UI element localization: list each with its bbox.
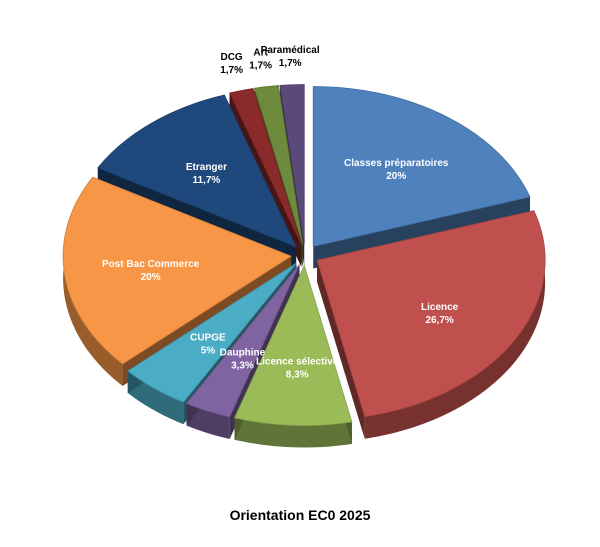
- slice-value-dcg: 1,7%: [220, 65, 243, 76]
- slice-value-paramedical: 1,7%: [279, 58, 302, 69]
- slice-licence: [316, 210, 546, 418]
- slice-name-etranger: Etranger: [186, 162, 227, 173]
- slice-label-post-bac-commerce: Post Bac Commerce 20%: [102, 259, 200, 283]
- slice-label-licence-selective: Licence sélective 8,3%: [256, 357, 339, 381]
- slice-value-post-bac-commerce: 20%: [141, 272, 161, 283]
- slice-dauphine: [185, 264, 300, 418]
- slice-cupge: [127, 262, 297, 403]
- slice-value-cupge: 5%: [201, 346, 216, 357]
- slice-name-paramedical: Paramédical: [261, 45, 320, 56]
- slice-label-classes-preparatoires: Classes préparatoires 20%: [344, 158, 449, 182]
- slice-label-cupge: CUPGE 5%: [190, 333, 226, 357]
- slice-value-licence-selective: 8,3%: [286, 370, 309, 381]
- slice-face-licence-1: [317, 260, 365, 439]
- slice-label-art: Art 1,7%: [249, 47, 272, 71]
- slice-top-layer: [62, 84, 546, 426]
- slice-depth-post-bac-commerce: [63, 177, 123, 386]
- slice-name-art: Art: [253, 47, 268, 58]
- slice-label-paramedical: Paramédical 1,7%: [261, 45, 320, 69]
- slice-name-classes-preparatoires: Classes préparatoires: [344, 158, 449, 169]
- slice-name-licence: Licence: [421, 302, 459, 313]
- slice-label-layer: Classes préparatoires 20%Licence 26,7%Lice…: [102, 45, 459, 380]
- slice-depth-licence: [364, 210, 546, 439]
- slice-depth-dauphine: [186, 403, 230, 439]
- slice-etranger: [97, 94, 297, 248]
- slice-value-dauphine: 3,3%: [231, 360, 254, 371]
- slice-value-art: 1,7%: [249, 60, 272, 71]
- slice-label-etranger: Etranger 11,7%: [186, 162, 227, 186]
- slice-name-cupge: CUPGE: [190, 333, 226, 344]
- slice-value-classes-preparatoires: 20%: [386, 171, 406, 182]
- slice-value-etranger: 11,7%: [193, 175, 221, 186]
- slice-paramedical: [279, 84, 305, 245]
- slice-name-licence-selective: Licence sélective: [256, 357, 339, 368]
- slice-depth-cupge: [127, 370, 184, 425]
- slice-licence-selective: [234, 264, 353, 426]
- slice-label-licence: Licence 26,7%: [421, 302, 459, 326]
- chart-title: Orientation EC0 2025: [229, 507, 371, 523]
- slice-name-dcg: DCG: [220, 52, 242, 63]
- slice-post-bac-commerce: [62, 176, 292, 365]
- slice-dcg: [228, 88, 302, 246]
- slice-value-licence: 26,7%: [425, 315, 453, 326]
- slice-art: [253, 85, 304, 245]
- slice-name-dauphine: Dauphine: [220, 347, 266, 358]
- slice-classes-preparatoires: [312, 86, 531, 248]
- slice-name-post-bac-commerce: Post Bac Commerce: [102, 259, 200, 270]
- slice-label-dcg: DCG 1,7%: [220, 52, 243, 76]
- slice-label-dauphine: Dauphine 3,3%: [220, 347, 266, 371]
